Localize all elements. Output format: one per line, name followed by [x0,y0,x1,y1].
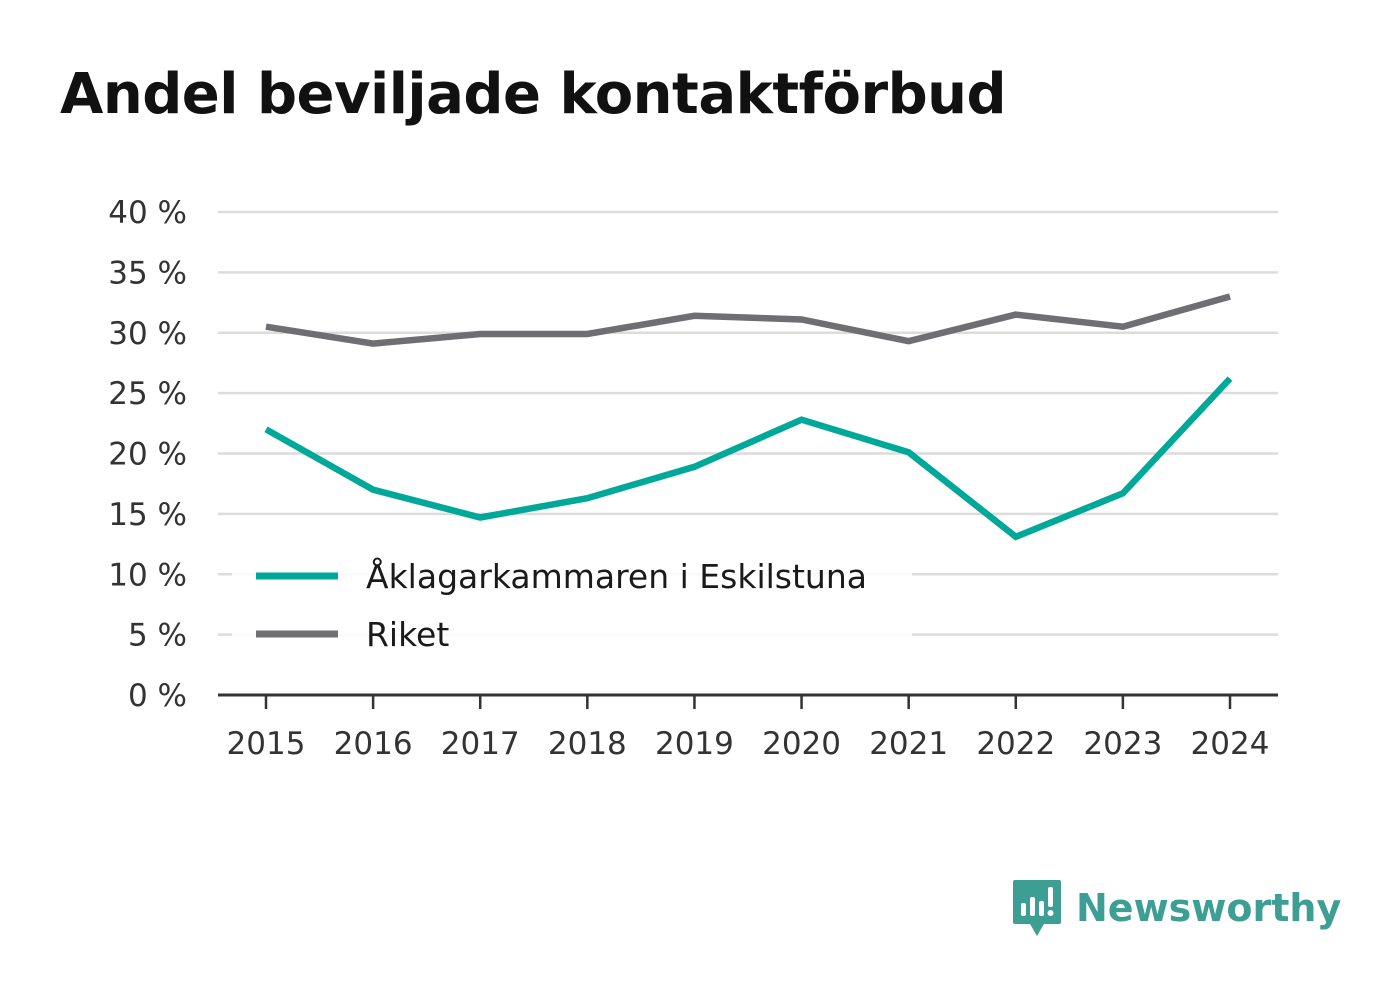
y-tick-label: 25 % [108,376,187,412]
y-tick-label: 40 % [108,195,187,231]
series-line [264,376,1233,541]
y-tick-label: 10 % [108,557,187,593]
x-tick-label: 2021 [869,726,948,762]
series-line [265,293,1231,347]
y-tick-label: 15 % [108,497,187,533]
x-tick-label: 2019 [655,726,734,762]
chart-title: Andel beviljade kontaktförbud [60,62,1007,127]
legend-background [232,545,912,667]
y-tick-label: 30 % [108,316,187,352]
y-tick-label: 20 % [108,437,187,473]
x-tick-label: 2023 [1083,726,1162,762]
x-tick-label: 2015 [227,726,306,762]
legend: Åklagarkammaren i Eskilstuna Riket [232,545,912,667]
x-tick-label: 2022 [976,726,1055,762]
brand-logo: Newsworthy [1012,878,1341,938]
y-tick-label: 0 % [128,678,187,714]
series-lines [264,293,1233,541]
brand-name: Newsworthy [1076,886,1342,930]
y-tick-label: 5 % [128,618,187,654]
x-tick-label: 2018 [548,726,627,762]
x-tick-label: 2016 [334,726,413,762]
legend-label: Riket [366,615,449,654]
x-tick-label: 2017 [441,726,520,762]
x-tick-label: 2020 [762,726,841,762]
legend-label: Åklagarkammaren i Eskilstuna [366,556,867,596]
axes: 0 % 5 % 10 % 15 % 20 % 25 % 30 % 35 % 40 % 2015 20… [108,195,1278,762]
x-tick-label: 2024 [1191,726,1270,762]
newsworthy-logo-icon [1013,880,1061,936]
y-tick-label: 35 % [108,255,187,291]
